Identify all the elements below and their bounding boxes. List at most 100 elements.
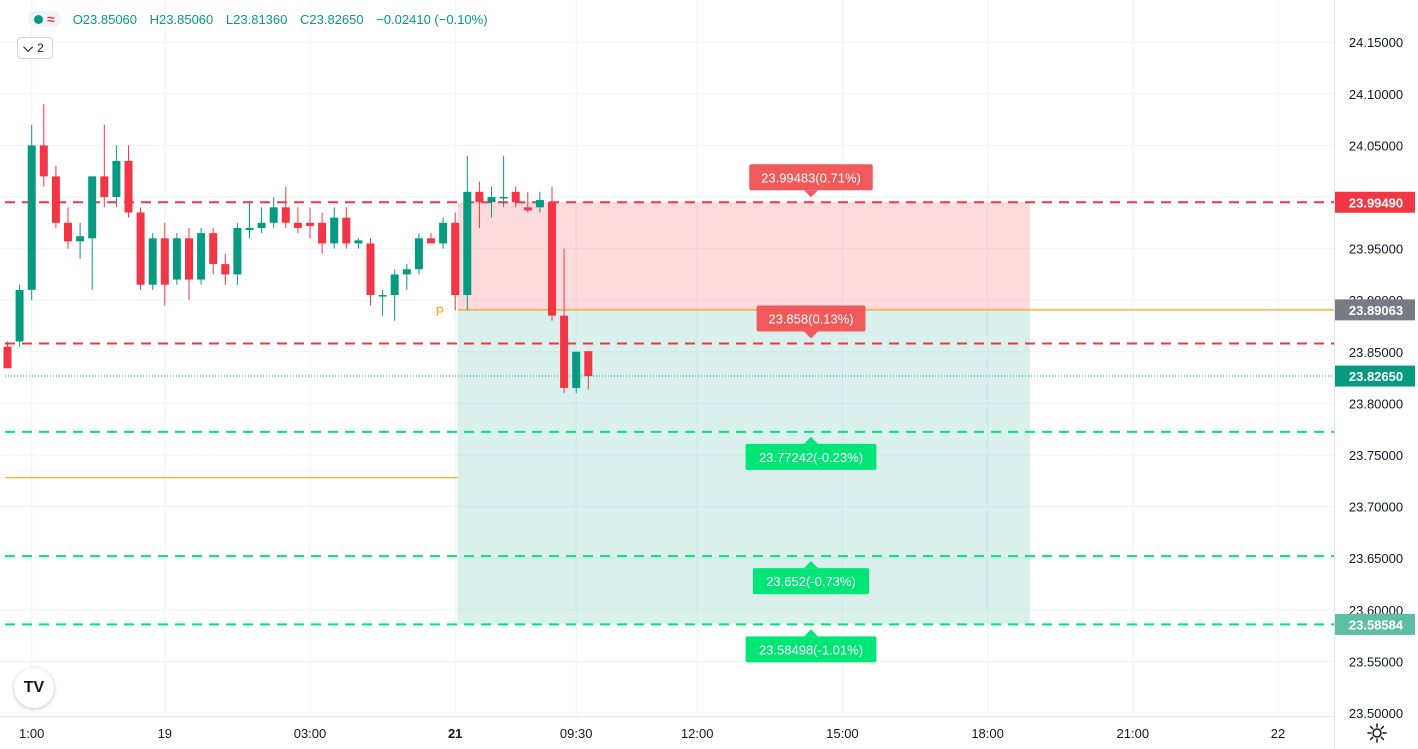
y-tick-label: 23.70000 bbox=[1349, 500, 1403, 515]
level-label-text: 23.652(-0.73%) bbox=[766, 574, 856, 589]
candle-body bbox=[354, 240, 363, 244]
candle bbox=[209, 227, 218, 275]
chevron-down-icon bbox=[23, 41, 34, 52]
x-tick-label: 19 bbox=[158, 726, 172, 741]
candle bbox=[378, 289, 387, 316]
label-box bbox=[752, 568, 870, 595]
x-tick-label: 18:00 bbox=[971, 726, 1004, 741]
candle-body bbox=[451, 222, 460, 296]
x-tick-label: 15:00 bbox=[826, 726, 859, 741]
candle bbox=[39, 104, 48, 187]
price-tag: 23.89063 bbox=[1335, 299, 1415, 321]
candle-body bbox=[172, 238, 181, 280]
low-value: L23.81360 bbox=[225, 11, 288, 27]
candle bbox=[76, 222, 85, 259]
label-pointer bbox=[804, 331, 818, 339]
x-tick-label: 21:00 bbox=[1117, 726, 1150, 741]
open-value: O23.85060 bbox=[72, 11, 138, 27]
price-tag-text: 23.99490 bbox=[1349, 195, 1403, 210]
high-value: H23.85060 bbox=[149, 11, 214, 27]
candle bbox=[27, 124, 36, 301]
candle bbox=[51, 166, 60, 228]
candle-body bbox=[3, 346, 12, 369]
level-label-text: 23.99483(0.71%) bbox=[761, 170, 861, 185]
candle-body bbox=[487, 197, 496, 203]
market-open-icon bbox=[34, 14, 43, 24]
candle bbox=[245, 202, 254, 239]
price-tag-bg bbox=[1335, 613, 1415, 635]
y-tick-label: 24.10000 bbox=[1349, 87, 1403, 102]
label-box bbox=[745, 636, 877, 663]
y-tick-label: 23.85000 bbox=[1349, 345, 1403, 360]
x-tick-label: 09:30 bbox=[560, 726, 593, 741]
label-box bbox=[745, 443, 877, 470]
candle-body bbox=[523, 207, 532, 211]
candle-body bbox=[548, 202, 556, 316]
candle-body bbox=[233, 227, 242, 275]
candle bbox=[257, 207, 266, 234]
symbol-status[interactable]: ≈ bbox=[28, 11, 61, 27]
candle-body bbox=[342, 217, 351, 244]
price-tag-text: 23.58584 bbox=[1349, 617, 1404, 632]
entry-marker: P bbox=[436, 304, 445, 319]
level-label: 23.77242(-0.23%) bbox=[745, 436, 877, 470]
level-label: 23.858(0.13%) bbox=[756, 305, 866, 339]
candle-body bbox=[27, 145, 36, 290]
label-pointer bbox=[804, 629, 818, 637]
level-label: 23.652(-0.73%) bbox=[752, 561, 870, 595]
candle-body bbox=[64, 222, 72, 242]
candle bbox=[233, 222, 242, 285]
candle-body bbox=[39, 145, 48, 177]
candle bbox=[342, 207, 351, 249]
candle-body bbox=[439, 222, 448, 244]
candle bbox=[100, 124, 109, 208]
plot-area: P 23.99483(0.71%) 23.858(0.13%) 23.77242(-0… bbox=[0, 0, 1334, 716]
candle-body bbox=[15, 289, 24, 342]
candle bbox=[414, 233, 423, 275]
label-pointer bbox=[804, 561, 818, 569]
y-tick-label: 24.05000 bbox=[1349, 138, 1403, 153]
label-box bbox=[749, 164, 873, 191]
price-tag: 23.58584 bbox=[1335, 613, 1415, 635]
close-value: C23.82650 bbox=[299, 11, 364, 27]
candle bbox=[427, 233, 435, 244]
settings-gear-icon[interactable] bbox=[1366, 722, 1388, 744]
candle-body bbox=[390, 274, 399, 296]
level-label-text: 23.858(0.13%) bbox=[768, 312, 853, 327]
candle bbox=[523, 191, 532, 213]
x-tick-label: 22 bbox=[1271, 726, 1285, 741]
data-delay-icon: ≈ bbox=[47, 11, 55, 27]
candle-body bbox=[584, 351, 593, 377]
candle bbox=[124, 145, 133, 218]
price-tag-bg bbox=[1335, 365, 1415, 387]
candle bbox=[535, 191, 544, 213]
candle-body bbox=[366, 243, 375, 296]
candle-body bbox=[160, 238, 169, 285]
y-tick-label: 23.55000 bbox=[1349, 654, 1403, 669]
candle bbox=[197, 227, 206, 285]
candle bbox=[390, 269, 399, 321]
candle-body bbox=[112, 160, 121, 197]
candle bbox=[475, 181, 484, 228]
x-tick-label: 21 bbox=[448, 726, 462, 741]
x-tick-label: 03:00 bbox=[294, 726, 327, 741]
level-label: 23.58498(-1.01%) bbox=[745, 629, 877, 663]
y-tick-label: 23.50000 bbox=[1349, 706, 1403, 721]
indicators-collapse-button[interactable]: 2 bbox=[17, 37, 53, 59]
candle-body bbox=[475, 191, 484, 203]
tradingview-logo[interactable]: TV bbox=[14, 668, 54, 708]
candle bbox=[354, 238, 363, 249]
candle-body bbox=[306, 222, 314, 226]
candle bbox=[221, 253, 230, 285]
level-label: 23.99483(0.71%) bbox=[749, 164, 873, 198]
candle bbox=[451, 212, 460, 311]
candle-body bbox=[197, 233, 206, 280]
level-label-text: 23.77242(-0.23%) bbox=[759, 450, 863, 465]
candle-body bbox=[100, 176, 109, 197]
label-pointer bbox=[804, 190, 818, 198]
candle-body bbox=[221, 264, 230, 275]
candle bbox=[64, 207, 72, 249]
candle-body bbox=[535, 200, 544, 208]
candle bbox=[185, 227, 193, 301]
